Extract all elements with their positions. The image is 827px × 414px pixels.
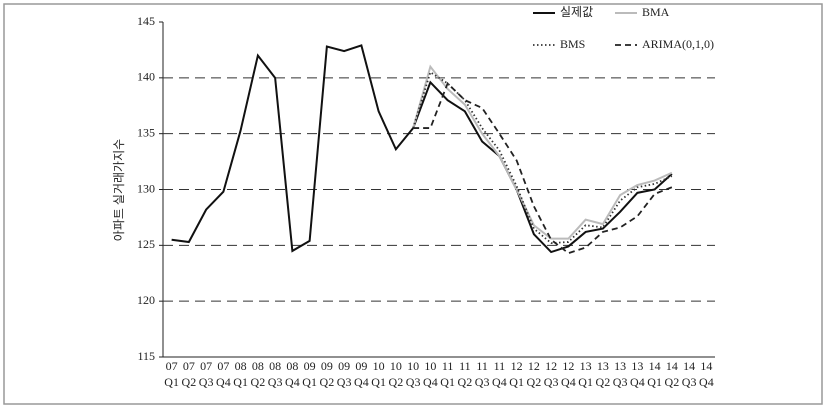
x-tick-label: 07	[200, 359, 212, 373]
x-tick-label: Q2	[182, 375, 197, 389]
x-tick-label: 08	[252, 359, 264, 373]
x-tick-label: 11	[442, 359, 454, 373]
x-tick-label: Q4	[561, 375, 576, 389]
x-tick-label: Q2	[596, 375, 611, 389]
x-tick-label: 14	[683, 359, 695, 373]
x-tick-label: Q2	[527, 375, 542, 389]
legend-label: BMS	[560, 37, 585, 51]
x-tick-label: Q4	[699, 375, 714, 389]
x-tick-label: 10	[407, 359, 419, 373]
x-tick-label: 08	[235, 359, 247, 373]
x-tick-label: Q1	[233, 375, 248, 389]
series-line	[412, 70, 673, 245]
x-tick-label: 12	[545, 359, 557, 373]
x-tick-label: Q2	[389, 375, 404, 389]
x-tick-label: 13	[631, 359, 643, 373]
x-tick-label: Q3	[613, 375, 628, 389]
series-line	[171, 44, 673, 254]
x-tick-label: 14	[700, 359, 712, 373]
x-tick-label: Q1	[647, 375, 662, 389]
legend-label: 실제값	[560, 5, 593, 19]
x-tick-label: Q4	[216, 375, 231, 389]
frame	[3, 3, 823, 405]
x-tick-label: 10	[390, 359, 402, 373]
y-tick-label: 125	[137, 237, 155, 251]
x-tick-label: 07	[217, 359, 229, 373]
x-tick-label: Q3	[682, 375, 697, 389]
x-tick-label: 08	[269, 359, 281, 373]
x-tick-label: Q4	[630, 375, 645, 389]
x-tick-label: Q2	[320, 375, 335, 389]
x-tick-label: Q3	[544, 375, 559, 389]
x-tick-label: 14	[666, 359, 678, 373]
y-axis-label: 아파트 실거래가지수	[112, 139, 126, 241]
x-tick-label: 09	[338, 359, 350, 373]
x-tick-label: 10	[424, 359, 436, 373]
x-tick-label: 07	[183, 359, 195, 373]
x-tick-label: 09	[355, 359, 367, 373]
x-tick-label: Q3	[337, 375, 352, 389]
x-tick-label: 11	[494, 359, 506, 373]
x-tick-label: 10	[373, 359, 385, 373]
y-tick-label: 130	[137, 181, 155, 195]
y-tick-label: 145	[137, 14, 155, 28]
x-tick-label: Q3	[406, 375, 421, 389]
y-tick-label: 140	[137, 70, 155, 84]
x-tick-label: Q1	[578, 375, 593, 389]
x-tick-label: Q4	[285, 375, 300, 389]
x-tick-label: Q1	[302, 375, 317, 389]
x-tick-label: Q4	[492, 375, 507, 389]
x-tick-label: Q3	[199, 375, 214, 389]
x-tick-label: 12	[528, 359, 540, 373]
series-line	[413, 81, 673, 255]
x-tick-label: 12	[562, 359, 574, 373]
x-tick-label: Q1	[164, 375, 179, 389]
y-tick-label: 115	[137, 349, 155, 363]
x-tick-label: 13	[614, 359, 626, 373]
x-tick-label: Q3	[475, 375, 490, 389]
x-tick-label: Q4	[354, 375, 369, 389]
x-tick-label: Q2	[458, 375, 473, 389]
x-tick-label: 08	[286, 359, 298, 373]
x-tick-label: 13	[597, 359, 609, 373]
legend-label: BMA	[642, 5, 670, 19]
x-tick-label: Q1	[440, 375, 455, 389]
y-tick-label: 120	[137, 293, 155, 307]
x-tick-label: 11	[476, 359, 488, 373]
x-tick-label: 09	[321, 359, 333, 373]
x-tick-label: 07	[166, 359, 178, 373]
x-tick-label: 09	[304, 359, 316, 373]
x-tick-label: Q4	[423, 375, 438, 389]
x-tick-label: Q3	[268, 375, 283, 389]
x-tick-label: 14	[649, 359, 661, 373]
legend-label: ARIMA(0,1,0)	[642, 37, 714, 51]
x-tick-label: Q2	[251, 375, 266, 389]
x-tick-label: 13	[580, 359, 592, 373]
x-tick-label: 12	[511, 359, 523, 373]
y-tick-label: 135	[137, 125, 155, 139]
x-tick-label: 11	[459, 359, 471, 373]
x-tick-label: Q2	[665, 375, 680, 389]
x-tick-label: Q1	[509, 375, 524, 389]
x-tick-label: Q1	[371, 375, 386, 389]
series-line	[412, 64, 673, 240]
